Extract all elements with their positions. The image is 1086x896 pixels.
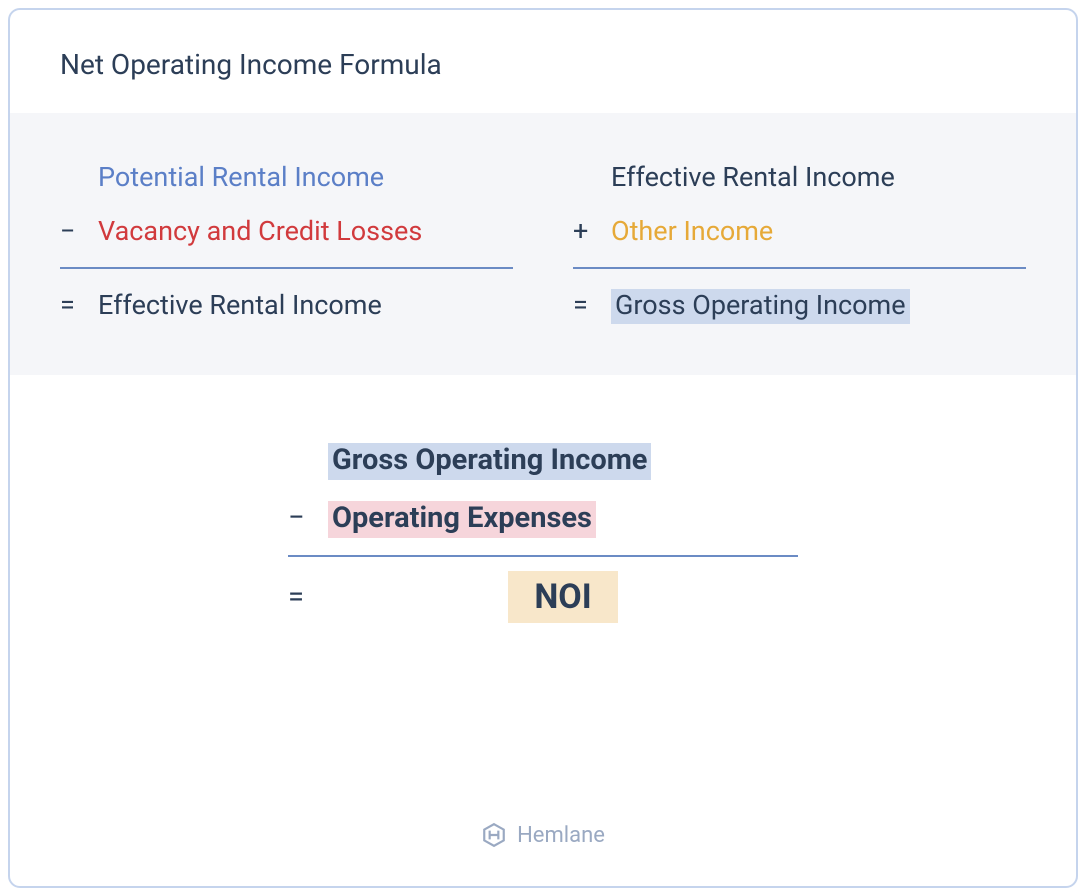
hemlane-logo-icon: [481, 822, 507, 848]
formula-right-column: Effective Rental Income + Other Income =…: [573, 151, 1026, 333]
brand-name: Hemlane: [517, 823, 605, 848]
formula-row: Effective Rental Income: [573, 151, 1026, 205]
formula-row: = Gross Operating Income: [573, 279, 1026, 333]
term-operating-expenses: Operating Expenses: [328, 492, 596, 544]
formula-card: Net Operating Income Formula Potential R…: [8, 8, 1078, 888]
brand-footer: Hemlane: [481, 792, 605, 886]
term-gross-operating-income: Gross Operating Income: [611, 283, 910, 329]
term-other-income: Other Income: [611, 209, 773, 255]
formula-top-section: Potential Rental Income − Vacancy and Cr…: [10, 113, 1076, 375]
formula-divider: [288, 555, 798, 557]
formula-row: − Vacancy and Credit Losses: [60, 205, 513, 259]
operator: +: [573, 209, 611, 255]
formula-row: + Other Income: [573, 205, 1026, 259]
formula-final: Gross Operating Income − Operating Expen…: [288, 431, 798, 623]
card-title: Net Operating Income Formula: [10, 10, 1076, 113]
formula-row: = Effective Rental Income: [60, 279, 513, 333]
formula-divider: [60, 267, 513, 269]
formula-divider: [573, 267, 1026, 269]
operator: =: [60, 283, 98, 329]
formula-row: − Operating Expenses: [288, 489, 798, 547]
term-potential-rental-income: Potential Rental Income: [98, 155, 384, 201]
formula-left-column: Potential Rental Income − Vacancy and Cr…: [60, 151, 513, 333]
term-vacancy-losses: Vacancy and Credit Losses: [98, 209, 422, 255]
operator: =: [573, 283, 611, 329]
operator: =: [288, 580, 328, 614]
operator: −: [60, 209, 98, 255]
formula-result-row: = NOI: [288, 571, 798, 623]
result-noi: NOI: [328, 571, 798, 623]
term-gross-operating-income: Gross Operating Income: [328, 434, 651, 486]
operator: −: [288, 492, 328, 544]
term-effective-rental-income: Effective Rental Income: [611, 155, 895, 201]
term-effective-rental-income: Effective Rental Income: [98, 283, 382, 329]
formula-row: Potential Rental Income: [60, 151, 513, 205]
formula-bottom-section: Gross Operating Income − Operating Expen…: [10, 375, 1076, 886]
formula-row: Gross Operating Income: [288, 431, 798, 489]
